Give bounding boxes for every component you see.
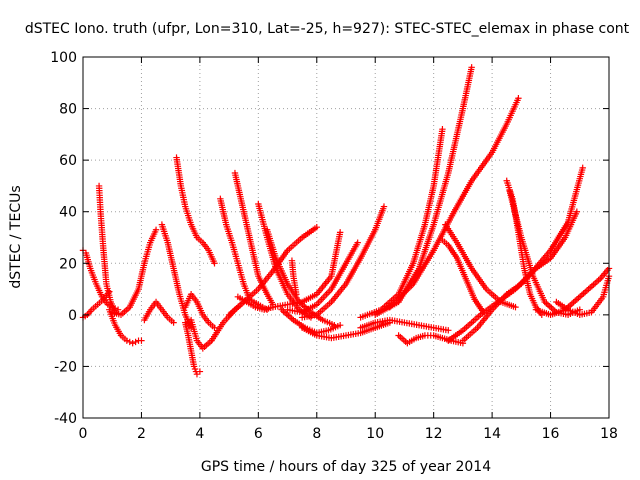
y-tick-label: 20 <box>59 256 77 272</box>
data-point-markers <box>284 239 361 316</box>
y-tick-label: -20 <box>54 359 77 375</box>
data-series <box>141 298 177 326</box>
data-series <box>284 239 361 316</box>
data-series <box>357 126 446 321</box>
y-axis-label: dSTEC / TECUs <box>8 185 24 288</box>
x-tick-label: 14 <box>483 426 501 442</box>
data-series <box>109 226 160 319</box>
data-series <box>395 332 467 347</box>
data-point-markers <box>217 195 271 313</box>
y-tick-label: 100 <box>50 50 77 66</box>
data-point-markers <box>231 169 277 308</box>
data-point-markers <box>439 236 487 316</box>
y-tick-label: 0 <box>68 308 77 324</box>
data-point-markers <box>442 221 519 311</box>
y-tick-label: 80 <box>59 102 77 118</box>
x-axis-label: GPS time / hours of day 325 of year 2014 <box>201 459 491 475</box>
data-point-markers <box>357 316 452 334</box>
data-series <box>95 182 119 316</box>
data-series <box>439 236 487 316</box>
grid-lines <box>83 57 609 418</box>
data-point-markers <box>158 221 195 331</box>
data-series <box>298 203 388 321</box>
data-point-markers <box>95 182 119 316</box>
y-tick-label: 40 <box>59 205 77 221</box>
data-series <box>231 169 277 308</box>
x-tick-label: 12 <box>425 426 443 442</box>
x-tick-label: 6 <box>254 426 263 442</box>
data-series <box>288 257 300 298</box>
y-tick-label: 60 <box>59 153 77 169</box>
data-point-markers <box>298 203 388 321</box>
data-series <box>298 319 394 342</box>
data-series <box>372 64 475 319</box>
data-point-markers <box>372 64 475 319</box>
data-point-markers <box>288 257 300 298</box>
data-series <box>442 221 519 311</box>
data-series <box>217 195 271 313</box>
data-series <box>182 291 218 331</box>
data-points <box>79 64 613 378</box>
x-tick-labels: 0 2 4 6 8 10 12 14 16 18 <box>79 426 618 442</box>
y-tick-label: -40 <box>54 411 77 427</box>
data-series <box>173 154 218 267</box>
data-series <box>263 226 338 329</box>
data-point-markers <box>506 187 583 319</box>
axis-ticks <box>82 56 610 419</box>
data-point-markers <box>269 229 344 311</box>
plot-frame <box>82 56 610 419</box>
x-tick-label: 0 <box>79 426 88 442</box>
data-point-markers <box>141 298 177 326</box>
data-series <box>106 306 145 347</box>
x-tick-label: 4 <box>195 426 204 442</box>
x-tick-label: 18 <box>600 426 618 442</box>
data-point-markers <box>553 272 613 319</box>
data-point-markers <box>106 306 145 347</box>
data-point-markers <box>109 226 160 319</box>
data-series <box>357 316 452 334</box>
data-series <box>506 187 583 319</box>
y-tick-labels: -40 -20 0 20 40 60 80 100 <box>50 50 77 427</box>
data-point-markers <box>182 291 218 331</box>
data-point-markers <box>263 226 338 329</box>
data-point-markers <box>395 332 467 347</box>
x-tick-label: 8 <box>312 426 321 442</box>
x-tick-label: 2 <box>137 426 146 442</box>
data-point-markers <box>182 319 204 378</box>
data-series <box>553 272 613 319</box>
chart-title: dSTEC Iono. truth (ufpr, Lon=310, Lat=-2… <box>25 21 630 37</box>
data-series <box>386 95 522 311</box>
data-point-markers <box>298 319 394 342</box>
data-point-markers <box>173 154 218 267</box>
data-series <box>182 319 204 378</box>
data-series <box>158 221 195 331</box>
data-series <box>269 229 344 311</box>
x-tick-label: 16 <box>542 426 560 442</box>
x-tick-label: 10 <box>366 426 384 442</box>
data-point-markers <box>357 126 446 321</box>
data-point-markers <box>386 95 522 311</box>
